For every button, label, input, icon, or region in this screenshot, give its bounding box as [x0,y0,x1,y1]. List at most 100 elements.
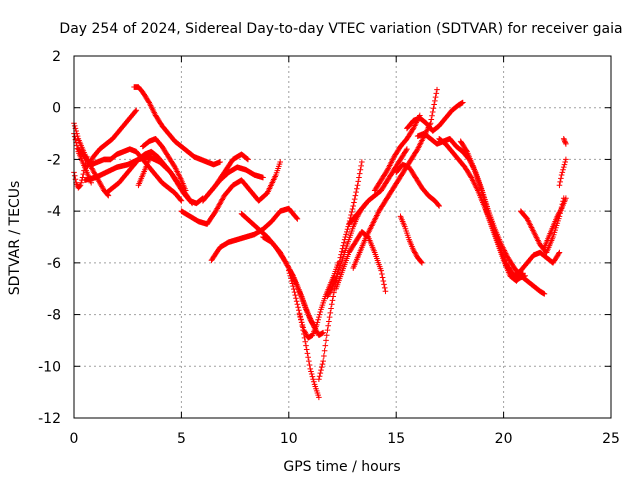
x-tick-label: 0 [70,431,79,447]
axis-ticks [73,55,612,419]
series-track-27 [404,99,466,134]
data-point [307,366,314,372]
data-point [298,316,304,323]
data-point [132,108,139,114]
y-tick-label: -10 [38,359,61,375]
data-point [355,178,362,185]
data-point [306,358,312,364]
data-point [429,109,436,115]
data-point [558,207,564,213]
series-track-14 [208,205,301,264]
data-point [349,209,355,215]
data-point [431,101,437,108]
data-point [349,206,356,212]
data-point [178,198,185,204]
data-point [341,239,347,246]
data-point [379,271,385,277]
data-point [428,116,435,123]
data-point [463,147,470,154]
data-point [351,199,357,206]
data-point [329,297,336,304]
series-track-7 [103,148,206,207]
data-point [356,170,363,177]
data-point [558,175,564,182]
data-point [291,289,298,295]
data-point [358,163,364,169]
data-point [563,141,569,147]
data-point [558,172,565,178]
data-point [316,394,322,401]
data-point [378,267,384,274]
series-track-33 [541,195,569,251]
y-axis-label: SDTVAR / TECUs [7,181,23,296]
data-point [308,368,314,375]
data-point [74,142,80,149]
data-point [560,164,567,170]
data-point [345,223,352,230]
series-track-16 [260,234,318,331]
data-point [380,278,387,284]
data-point [78,179,84,186]
data-point [562,138,568,145]
x-tick-labels: 0 5 10 15 20 25 [70,431,620,447]
data-point [327,310,334,316]
data-point [436,203,442,209]
y-tick-label: -12 [38,411,61,427]
data-point [309,373,316,380]
data-point [182,187,189,194]
data-point [319,361,326,367]
data-point [292,292,299,298]
data-point [177,197,184,203]
data-point [308,371,315,377]
plot-frame [73,55,612,419]
data-point [287,272,294,279]
data-point [418,259,425,265]
data-point [359,159,365,165]
x-tick-label: 5 [177,431,186,447]
data-point [556,182,563,189]
data-point [299,322,306,328]
series-track-11 [178,159,284,227]
data-point [563,156,569,163]
data-point [76,183,83,189]
data-point [317,309,324,315]
data-point [381,281,387,288]
data-point [316,376,322,383]
data-point [562,139,569,146]
data-point [541,291,548,297]
data-point [297,314,304,320]
data-point [296,307,302,314]
data-point [561,161,568,168]
data-point [562,159,568,165]
data-point [294,301,301,308]
data-point [295,304,301,311]
data-point [330,293,336,300]
x-axis-label: GPS time / hours [283,459,400,475]
grid-lines [74,56,611,418]
data-point [432,94,439,100]
data-point [293,215,300,221]
data-point [328,301,335,308]
data-point [322,342,329,349]
data-point [323,332,330,339]
series-track-22 [346,146,410,227]
y-tick-label: 2 [52,49,61,65]
data-point [556,249,563,256]
data-point [434,86,440,93]
data-point [432,98,438,104]
data-point [324,327,331,333]
x-tick-label: 25 [602,431,620,447]
series-track-25 [397,213,425,266]
series-track-13 [204,151,251,199]
data-point [430,105,437,112]
data-point [321,347,328,354]
chart-title: Day 254 of 2024, Sidereal Day-to-day VTE… [59,21,622,37]
data-point [563,195,569,202]
data-point [316,314,322,320]
series-track-10 [135,151,155,189]
data-point [352,192,359,199]
data-point [353,189,359,195]
data-point [557,179,563,185]
